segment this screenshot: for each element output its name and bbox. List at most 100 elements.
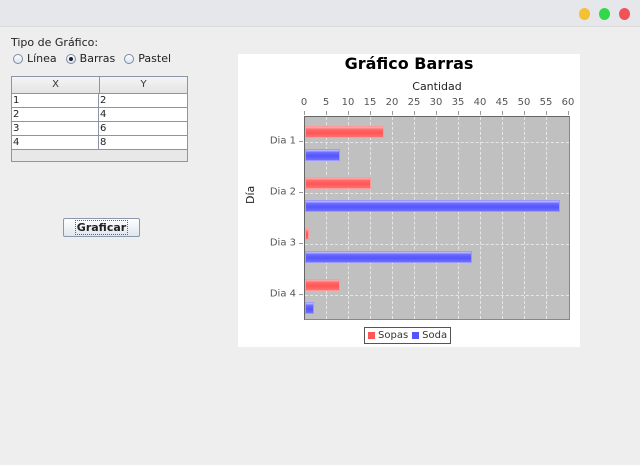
bar-soda-4 [305, 301, 314, 314]
chart-type-radio-group: Línea Barras Pastel [13, 52, 180, 65]
x-tick-mark [414, 111, 415, 115]
radio-linea[interactable]: Línea [13, 52, 57, 65]
x-tick-mark [480, 111, 481, 115]
x-tick-label: 40 [473, 97, 487, 108]
x-tick-mark [458, 111, 459, 115]
x-tick-mark [502, 111, 503, 115]
x-tick-label: 30 [429, 97, 443, 108]
legend-item: Sopas [368, 330, 408, 341]
x-tick-mark [546, 111, 547, 115]
radio-button-icon[interactable] [65, 53, 76, 64]
bar-soda-1 [305, 148, 341, 161]
gridline-vertical [392, 117, 393, 319]
legend-label: Sopas [378, 330, 409, 341]
y-category-label: Dia 1 [269, 135, 296, 146]
x-tick-label: 25 [407, 97, 421, 108]
graficar-button-label: Graficar [74, 220, 129, 235]
y-tick-mark [299, 293, 303, 295]
gridline-horizontal [305, 141, 569, 143]
x-tick-label: 10 [341, 97, 355, 108]
table-cell[interactable]: 2 [12, 108, 99, 121]
gridline-vertical [436, 117, 437, 319]
y-axis-label: Día [244, 185, 257, 204]
table-cell[interactable]: 6 [100, 123, 107, 134]
table-cell[interactable]: 3 [12, 122, 99, 135]
bar-sopas-4 [305, 278, 341, 291]
chart-legend: Sopas Soda [364, 327, 452, 344]
minimize-button[interactable] [579, 8, 590, 20]
x-tick-label: 0 [300, 97, 308, 108]
gridline-horizontal [305, 192, 569, 194]
radio-label: Barras [79, 52, 116, 65]
gridline-horizontal [305, 243, 569, 245]
x-tick-label: 5 [322, 97, 330, 108]
table-header: X Y [12, 77, 187, 94]
radio-barras[interactable]: Barras [65, 52, 116, 65]
radio-button-icon[interactable] [124, 53, 135, 64]
gridline-vertical [348, 117, 349, 319]
bar-sopas-2 [305, 176, 371, 189]
table-cell[interactable]: 1 [12, 94, 99, 107]
gridline-vertical [546, 117, 547, 319]
radio-pastel[interactable]: Pastel [124, 52, 171, 65]
x-tick-mark [524, 111, 525, 115]
chart-type-label: Tipo de Gráfico: [11, 36, 99, 49]
gridline-vertical [370, 117, 371, 319]
legend-item: Soda [412, 330, 447, 341]
gridline-vertical [480, 117, 481, 319]
window-titlebar [0, 0, 640, 27]
table-cell[interactable]: 2 [100, 95, 107, 106]
plot-area [304, 116, 570, 320]
x-tick-mark [436, 111, 437, 115]
x-tick-label: 50 [517, 97, 531, 108]
table-cell[interactable]: 4 [12, 136, 99, 149]
x-tick-label: 55 [539, 97, 553, 108]
gridline-vertical [524, 117, 525, 319]
gridline-vertical [326, 117, 327, 319]
x-tick-mark [568, 111, 569, 115]
data-table[interactable]: X Y 1 2 2 4 3 6 4 8 [11, 76, 188, 162]
bar-sopas-1 [305, 125, 385, 138]
radio-button-icon[interactable] [13, 53, 23, 64]
gridline-vertical [502, 117, 503, 319]
bar-soda-2 [305, 199, 561, 212]
x-tick-mark [392, 111, 393, 115]
table-row[interactable]: 4 8 [12, 136, 187, 150]
x-tick-label: 35 [451, 97, 465, 108]
y-category-label: Dia 4 [269, 288, 296, 299]
x-tick-mark [304, 111, 305, 115]
graficar-button[interactable]: Graficar [63, 218, 140, 237]
column-header-y[interactable]: Y [140, 79, 147, 90]
maximize-button[interactable] [599, 8, 610, 20]
x-tick-mark [370, 111, 371, 115]
column-header-x[interactable]: X [12, 77, 100, 93]
bar-soda-3 [305, 250, 473, 263]
legend-swatch-icon [412, 332, 420, 339]
table-row[interactable]: 3 6 [12, 122, 187, 136]
y-tick-mark [299, 242, 303, 244]
x-axis-label: Cantidad [412, 80, 462, 93]
table-cell[interactable]: 8 [100, 137, 107, 148]
legend-swatch-icon [368, 332, 375, 339]
gridline-vertical [458, 117, 459, 319]
x-tick-mark [348, 111, 349, 115]
table-cell[interactable]: 4 [100, 109, 107, 120]
close-button[interactable] [619, 8, 630, 20]
y-category-label: Dia 2 [269, 186, 296, 197]
y-category-label: Dia 3 [269, 237, 296, 248]
x-tick-label: 15 [363, 97, 377, 108]
table-row[interactable]: 1 2 [12, 94, 187, 108]
table-row[interactable]: 2 4 [12, 108, 187, 122]
radio-label: Pastel [138, 52, 172, 65]
chart-panel: Gráfico Barras Cantidad 0 5 10 15 20 25 30 35 40… [238, 54, 580, 347]
gridline-vertical [414, 117, 415, 319]
chart-title: Gráfico Barras [344, 54, 474, 73]
x-tick-mark [326, 111, 327, 115]
x-tick-label: 45 [495, 97, 509, 108]
bar-sopas-3 [305, 227, 310, 240]
legend-label: Soda [422, 330, 448, 341]
y-tick-mark [299, 140, 303, 142]
radio-label: Línea [27, 52, 57, 65]
x-tick-label: 60 [561, 97, 575, 108]
y-tick-mark [299, 191, 303, 193]
